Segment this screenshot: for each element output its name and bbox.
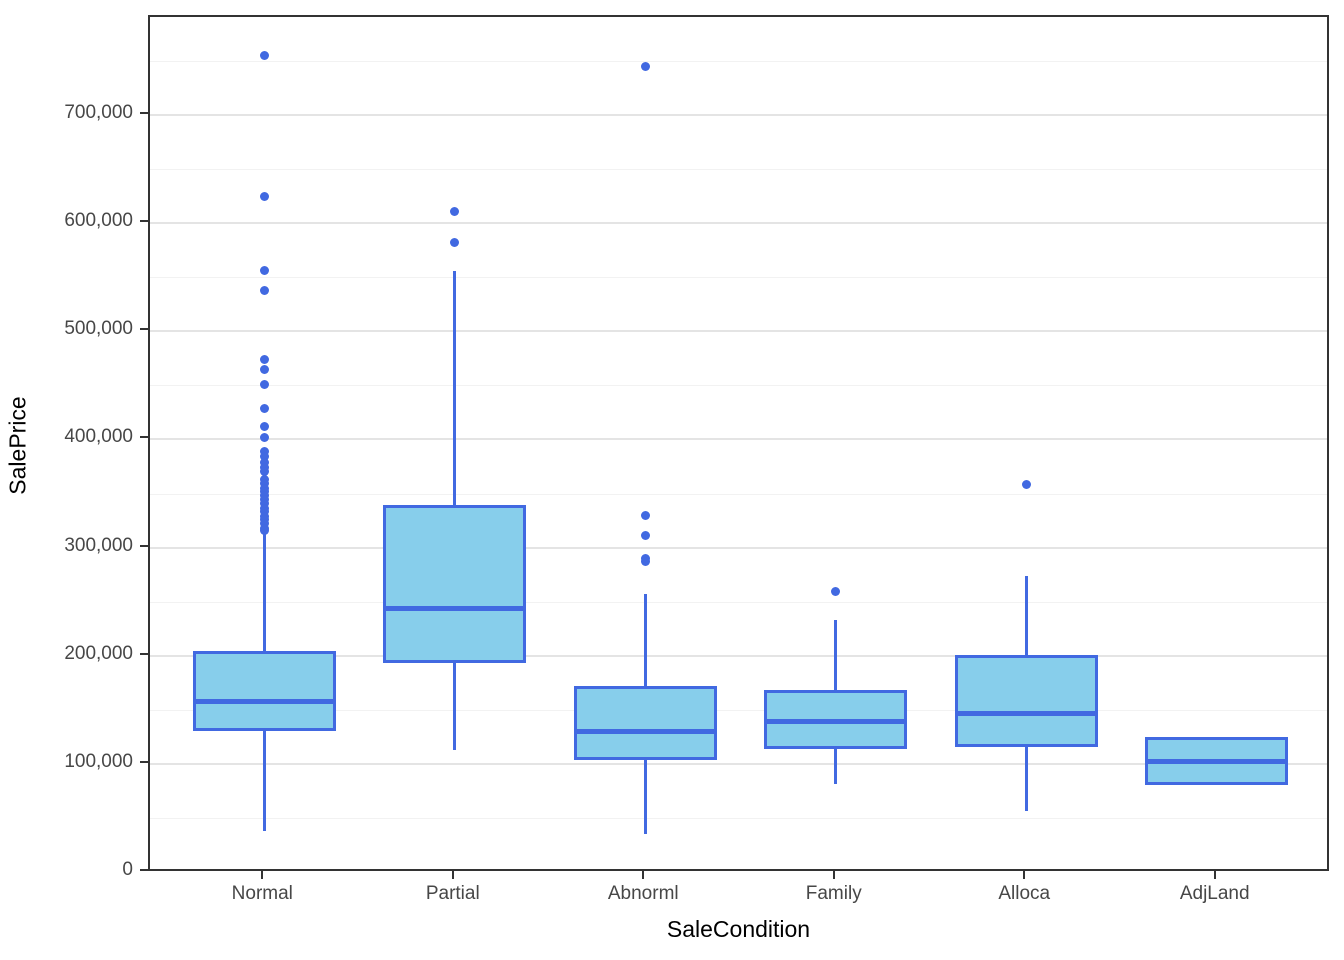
x-axis-tick — [451, 871, 454, 879]
median-partial — [383, 606, 527, 612]
outlier-point-normal — [259, 266, 269, 276]
y-axis-tick — [140, 436, 148, 439]
plot-panel — [148, 15, 1329, 871]
gridline-minor — [150, 601, 1327, 603]
gridline-major — [150, 762, 1327, 765]
x-axis-tick-label: Family — [805, 883, 862, 904]
outlier-point-normal — [259, 403, 269, 413]
y-axis-tick — [140, 544, 148, 547]
y-axis-tick-label: 300,000 — [64, 534, 133, 556]
y-axis-title: SalePrice — [4, 396, 31, 495]
x-axis-tick — [1213, 871, 1216, 879]
whisker-lower-alloca — [1024, 746, 1028, 812]
whisker-upper-family — [834, 620, 838, 690]
y-axis-tick-label: 200,000 — [64, 642, 133, 664]
outlier-point-abnorml — [640, 531, 650, 541]
gridline-major — [150, 546, 1327, 549]
whisker-lower-abnorml — [643, 759, 647, 835]
gridline-minor — [150, 709, 1327, 711]
gridline-minor — [150, 817, 1327, 819]
outlier-point-normal — [259, 379, 269, 389]
y-axis-tick — [140, 652, 148, 655]
x-axis-tick — [832, 871, 835, 879]
x-axis-title: SaleCondition — [666, 916, 811, 942]
whisker-upper-partial — [453, 270, 457, 505]
gridline-major — [150, 330, 1327, 333]
x-axis-tick-label: AdjLand — [1179, 883, 1250, 904]
outlier-point-normal — [259, 191, 269, 201]
median-family — [764, 719, 908, 725]
y-axis-tick-label: 100,000 — [64, 750, 133, 772]
whisker-upper-normal — [262, 531, 266, 652]
box-alloca — [954, 654, 1098, 747]
gridline-major — [150, 222, 1327, 225]
x-axis-tick-label: Normal — [231, 883, 293, 904]
y-axis-tick — [140, 760, 148, 763]
x-axis-tick — [261, 871, 264, 879]
whisker-upper-abnorml — [643, 594, 647, 686]
x-axis-tick — [642, 871, 645, 879]
y-axis-tick — [140, 112, 148, 114]
box-normal — [192, 651, 336, 732]
outlier-point-normal — [259, 364, 269, 374]
y-axis-tick-label: 400,000 — [64, 426, 133, 448]
outlier-point-normal — [259, 51, 269, 61]
median-normal — [192, 698, 336, 704]
gridline-minor — [150, 385, 1327, 387]
whisker-lower-family — [834, 748, 838, 785]
box-abnorml — [573, 685, 717, 760]
y-axis-tick-label: 600,000 — [64, 210, 133, 232]
outlier-point-normal — [259, 457, 269, 467]
x-axis-tick-label: Partial — [425, 883, 480, 904]
whisker-upper-alloca — [1024, 575, 1028, 655]
whisker-lower-partial — [453, 663, 457, 750]
outlier-point-family — [831, 587, 841, 597]
gridline-minor — [150, 169, 1327, 171]
outlier-point-normal — [259, 525, 269, 535]
gridline-major — [150, 114, 1327, 116]
y-axis-tick-label: 0 — [122, 859, 133, 880]
y-axis-tick-label: 500,000 — [64, 318, 133, 340]
y-axis-tick — [140, 220, 148, 223]
whisker-lower-normal — [262, 731, 266, 831]
outlier-point-normal — [259, 452, 269, 462]
outlier-point-partial — [450, 206, 460, 216]
outlier-point-normal — [259, 432, 269, 442]
outlier-point-normal — [259, 355, 269, 365]
outlier-point-abnorml — [640, 510, 650, 520]
outlier-point-abnorml — [640, 61, 650, 71]
gridline-major — [150, 654, 1327, 657]
x-axis-tick-label: Abnorml — [607, 883, 679, 904]
gridline-minor — [150, 277, 1327, 279]
outlier-point-partial — [450, 238, 460, 248]
outlier-point-normal — [259, 447, 269, 457]
outlier-point-normal — [259, 467, 269, 477]
outlier-point-normal — [259, 422, 269, 432]
outlier-point-abnorml — [640, 557, 650, 567]
median-alloca — [954, 710, 1098, 716]
outlier-point-normal — [259, 462, 269, 472]
y-axis-tick-label: 700,000 — [64, 102, 133, 123]
gridline-minor — [150, 493, 1327, 495]
y-axis-tick — [140, 869, 148, 871]
x-axis-tick-label: Alloca — [998, 883, 1051, 904]
gridline-minor — [150, 60, 1327, 62]
median-abnorml — [573, 728, 717, 734]
outlier-point-alloca — [1021, 480, 1031, 490]
median-adjland — [1145, 759, 1289, 765]
box-partial — [383, 504, 527, 664]
y-axis-tick — [140, 328, 148, 331]
x-axis-tick — [1023, 871, 1026, 879]
outlier-point-normal — [259, 285, 269, 295]
gridline-major — [150, 438, 1327, 441]
